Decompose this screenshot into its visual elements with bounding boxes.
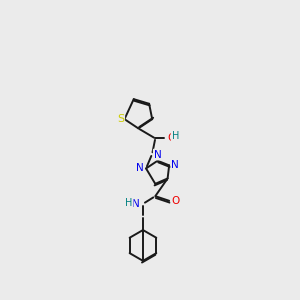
Text: O: O — [171, 196, 179, 206]
Text: N: N — [136, 164, 144, 173]
Text: N: N — [154, 150, 161, 160]
Text: H: H — [172, 131, 179, 141]
Text: N: N — [171, 160, 179, 170]
Text: N: N — [132, 199, 140, 209]
Text: O: O — [168, 134, 176, 143]
Text: H: H — [125, 198, 133, 208]
Text: S: S — [117, 114, 124, 124]
